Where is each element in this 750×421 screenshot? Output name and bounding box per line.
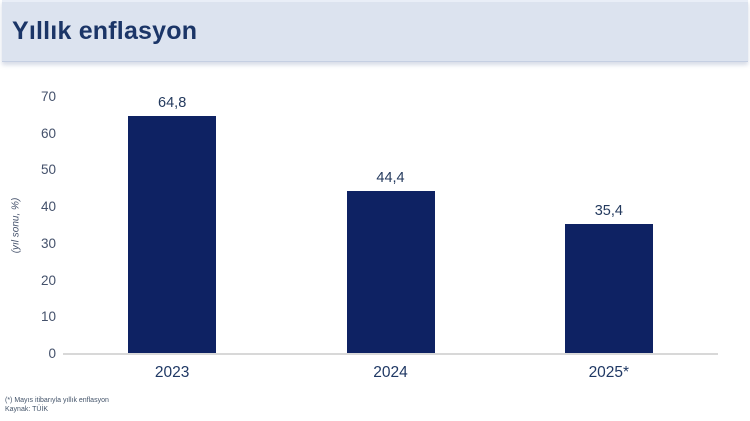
inflation-bar-chart: (yıl sonu, %) 0 10 20 30 40 50 60 70 64,8 2023 44,… — [0, 62, 750, 421]
x-axis-line — [63, 353, 718, 355]
y-tick-label: 0 — [48, 346, 56, 361]
footnote-source: Kaynak: TÜİK — [5, 405, 49, 413]
title-band: Yıllık enflasyon — [2, 0, 748, 62]
x-axis-category-label: 2023 — [154, 364, 190, 381]
bar-2025 — [564, 224, 653, 353]
x-axis-category-label: 2024 — [373, 364, 408, 381]
bar-value-label: 35,4 — [594, 203, 623, 220]
chart-footnotes: (*) Mayıs itibarıyla yıllık enflasyon Ka… — [5, 397, 109, 414]
y-tick-label: 60 — [40, 125, 56, 141]
y-tick-label: 50 — [40, 162, 56, 178]
y-tick-label: 30 — [40, 235, 56, 251]
page-title: Yıllık enflasyon — [12, 17, 198, 45]
y-tick-label: 10 — [40, 309, 56, 325]
bar-value-label: 64,8 — [158, 95, 187, 112]
y-axis-title: (yıl sonu, %) — [10, 197, 22, 254]
y-tick-label: 20 — [40, 272, 56, 288]
footnote-asterisk: (*) Mayıs itibarıyla yıllık enflasyon — [5, 397, 109, 404]
bar-2024 — [346, 190, 435, 353]
y-tick-label: 40 — [40, 199, 56, 215]
bar-2023 — [128, 116, 217, 353]
x-axis-category-label: 2025* — [588, 364, 630, 381]
bar-value-label: 44,4 — [376, 169, 405, 186]
y-tick-label: 70 — [40, 89, 56, 104]
